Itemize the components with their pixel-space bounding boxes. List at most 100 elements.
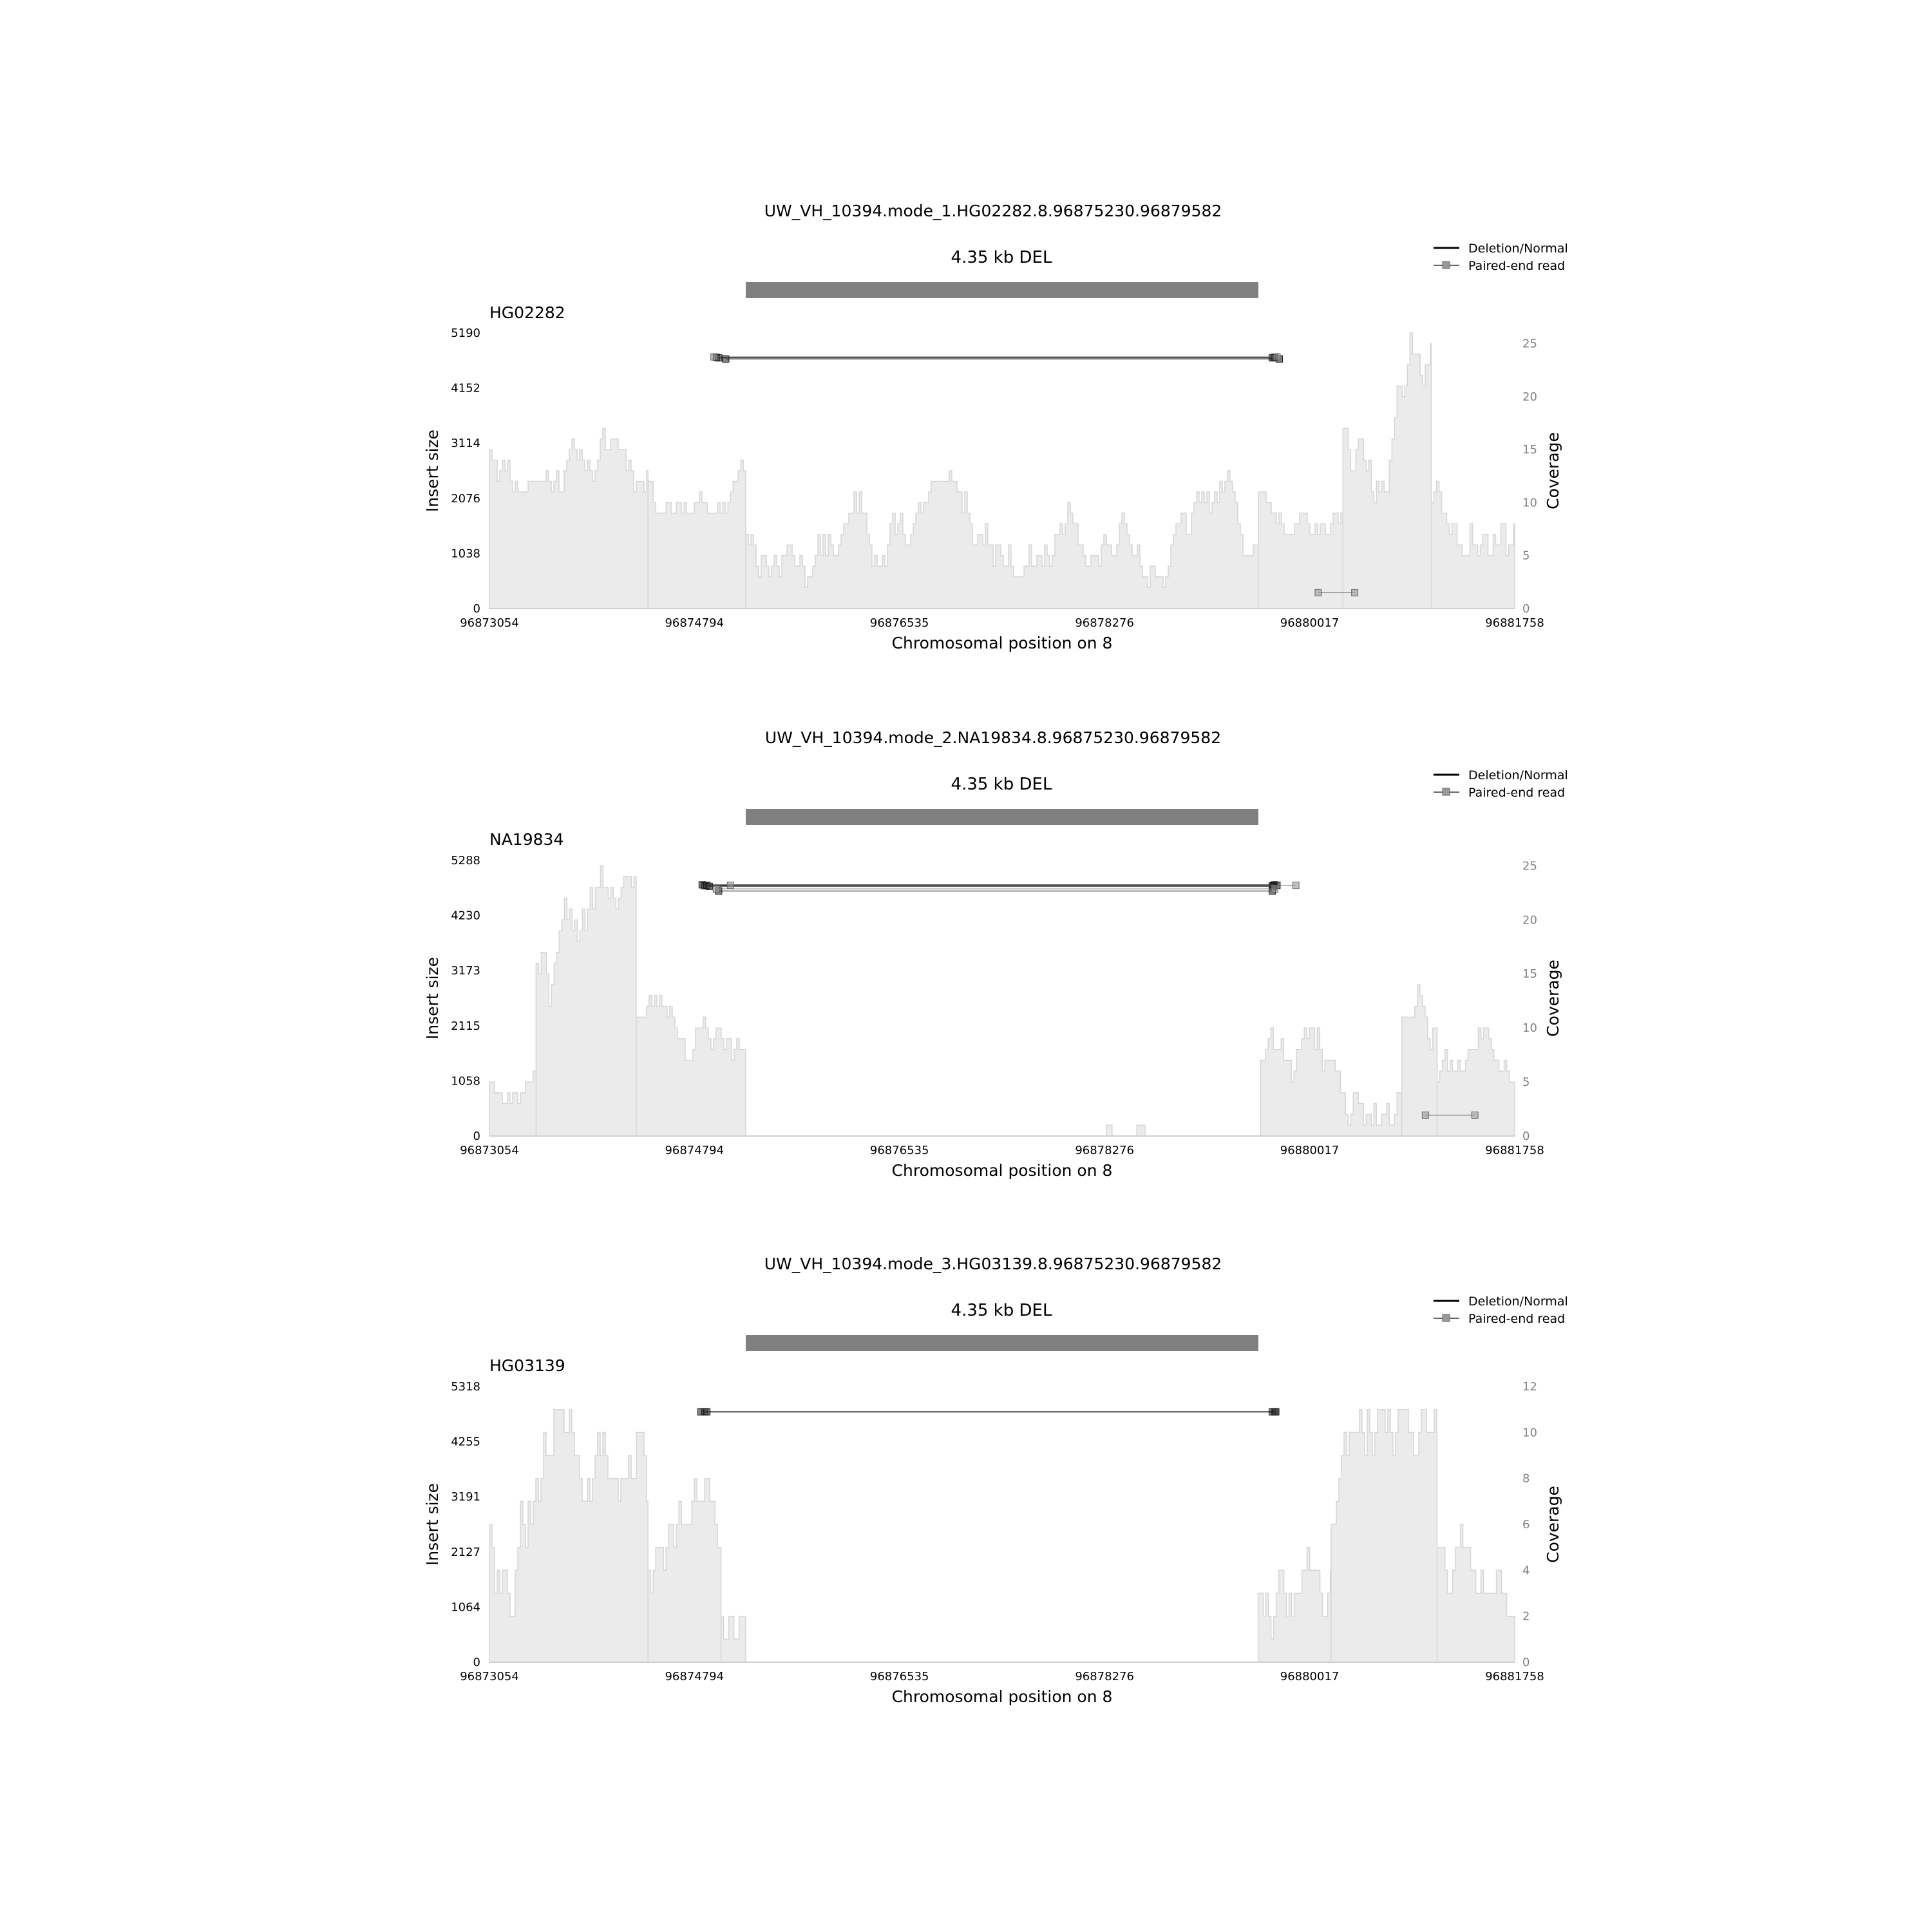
y-tick-label-right: 0: [1522, 602, 1530, 616]
y-tick-label-right: 12: [1522, 1380, 1537, 1394]
read-marker: [705, 882, 713, 890]
y-tick-label-left: 1064: [451, 1600, 480, 1614]
x-axis-label: Chromosomal position on 8: [892, 1687, 1113, 1706]
sv-bar: [746, 809, 1258, 825]
y-tick-label-right: 20: [1522, 390, 1537, 404]
y-tick-label-left: 5318: [451, 1380, 480, 1394]
x-tick-label: 96876535: [870, 616, 929, 630]
read-marker: [1421, 1112, 1429, 1119]
sv-label: 4.35 kb DEL: [951, 775, 1052, 794]
x-tick-label: 96881758: [1485, 1670, 1544, 1683]
y-tick-label-left: 4230: [451, 909, 480, 923]
read-marker: [1471, 1112, 1479, 1119]
y-tick-label-left: 2127: [451, 1546, 480, 1559]
coverage-area: [489, 1408, 1515, 1663]
read-marker: [1292, 882, 1300, 889]
y-tick-label-left: 3114: [451, 437, 480, 450]
x-tick-label: 96873054: [460, 1670, 519, 1683]
x-tick-label: 96874794: [665, 616, 724, 630]
x-tick-label: 96874794: [665, 1670, 724, 1683]
y-tick-label-left: 4255: [451, 1435, 480, 1449]
x-tick-label: 96878276: [1075, 1670, 1134, 1683]
chart-panel: UW_VH_10394.mode_2.NA19834.8.96875230.96…: [423, 728, 1568, 1180]
legend-deletion-label: Deletion/Normal: [1468, 242, 1568, 256]
sv-label: 4.35 kb DEL: [951, 248, 1052, 267]
x-tick-label: 96881758: [1485, 616, 1544, 630]
read-marker: [703, 1408, 711, 1416]
x-tick-label: 96880017: [1280, 1670, 1340, 1683]
read-marker: [722, 355, 730, 363]
legend-read-label: Paired-end read: [1468, 1312, 1565, 1326]
y-tick-label-left: 5190: [451, 327, 480, 340]
y-axis-label-left: Insert size: [423, 1483, 442, 1566]
chart-panel: UW_VH_10394.mode_1.HG02282.8.96875230.96…: [423, 202, 1568, 652]
chart-title: UW_VH_10394.mode_3.HG03139.8.96875230.96…: [764, 1255, 1222, 1273]
coverage-area: [489, 332, 1515, 609]
y-tick-label-right: 10: [1522, 1021, 1537, 1035]
y-tick-label-right: 15: [1522, 443, 1537, 457]
x-tick-label: 96880017: [1280, 1144, 1340, 1157]
sv-bar: [746, 1335, 1258, 1351]
y-axis-label-right: Coverage: [1544, 1486, 1562, 1563]
legend: Deletion/Normal Paired-end read: [1434, 242, 1568, 273]
y-tick-label-right: 8: [1522, 1472, 1530, 1486]
y-tick-label-left: 1058: [451, 1074, 480, 1088]
sample-label: NA19834: [489, 830, 564, 849]
y-tick-label-right: 2: [1522, 1610, 1530, 1624]
legend-read-marker: [1442, 788, 1450, 796]
y-tick-label-left: 0: [473, 602, 480, 616]
coverage-area: [489, 865, 1515, 1137]
y-tick-label-left: 1038: [451, 547, 480, 560]
sv-label: 4.35 kb DEL: [951, 1301, 1052, 1320]
y-tick-label-left: 3191: [451, 1490, 480, 1504]
x-tick-label: 96876535: [870, 1670, 929, 1683]
read-marker: [710, 353, 718, 361]
legend-deletion-label: Deletion/Normal: [1468, 768, 1568, 782]
x-tick-label: 96881758: [1485, 1144, 1544, 1157]
read-marker: [1272, 1408, 1280, 1416]
y-axis-label-right: Coverage: [1544, 432, 1562, 509]
y-tick-label-left: 2115: [451, 1019, 480, 1033]
legend-deletion-label: Deletion/Normal: [1468, 1294, 1568, 1309]
y-tick-label-left: 4152: [451, 382, 480, 395]
y-tick-label-right: 10: [1522, 1426, 1537, 1439]
read-marker: [726, 882, 734, 889]
y-tick-label-right: 0: [1522, 1656, 1530, 1669]
y-tick-label-right: 6: [1522, 1518, 1530, 1531]
y-tick-label-right: 5: [1522, 1075, 1530, 1089]
y-tick-label-right: 10: [1522, 496, 1537, 509]
y-tick-label-right: 15: [1522, 967, 1537, 981]
sample-label: HG02282: [489, 303, 565, 322]
legend: Deletion/Normal Paired-end read: [1434, 768, 1568, 800]
y-axis-label-left: Insert size: [423, 957, 442, 1039]
read-marker: [1271, 885, 1278, 893]
read-marker: [712, 885, 720, 893]
legend-read-marker: [1442, 1314, 1450, 1322]
x-axis-label: Chromosomal position on 8: [892, 1161, 1113, 1180]
x-tick-label: 96873054: [460, 616, 519, 630]
read-marker: [1273, 353, 1281, 361]
y-tick-label-right: 4: [1522, 1564, 1530, 1577]
legend: Deletion/Normal Paired-end read: [1434, 1294, 1568, 1326]
x-tick-label: 96878276: [1075, 616, 1134, 630]
x-tick-label: 96874794: [665, 1144, 724, 1157]
read-marker: [1314, 589, 1322, 596]
y-tick-label-left: 2076: [451, 492, 480, 506]
legend-read-label: Paired-end read: [1468, 259, 1565, 273]
x-axis-label: Chromosomal position on 8: [892, 634, 1113, 652]
y-tick-label-right: 0: [1522, 1130, 1530, 1143]
x-tick-label: 96878276: [1075, 1144, 1134, 1157]
legend-read-marker: [1442, 261, 1450, 269]
y-tick-label-right: 5: [1522, 549, 1530, 563]
x-tick-label: 96876535: [870, 1144, 929, 1157]
chart-title: UW_VH_10394.mode_1.HG02282.8.96875230.96…: [764, 202, 1222, 220]
chart-panel: UW_VH_10394.mode_3.HG03139.8.96875230.96…: [423, 1255, 1568, 1706]
y-axis-label-right: Coverage: [1544, 960, 1562, 1037]
y-tick-label-left: 5288: [451, 854, 480, 867]
legend-read-label: Paired-end read: [1468, 786, 1565, 800]
y-tick-label-left: 3173: [451, 964, 480, 978]
y-tick-label-right: 25: [1522, 859, 1537, 873]
sample-label: HG03139: [489, 1356, 565, 1375]
y-tick-label-left: 0: [473, 1656, 480, 1669]
